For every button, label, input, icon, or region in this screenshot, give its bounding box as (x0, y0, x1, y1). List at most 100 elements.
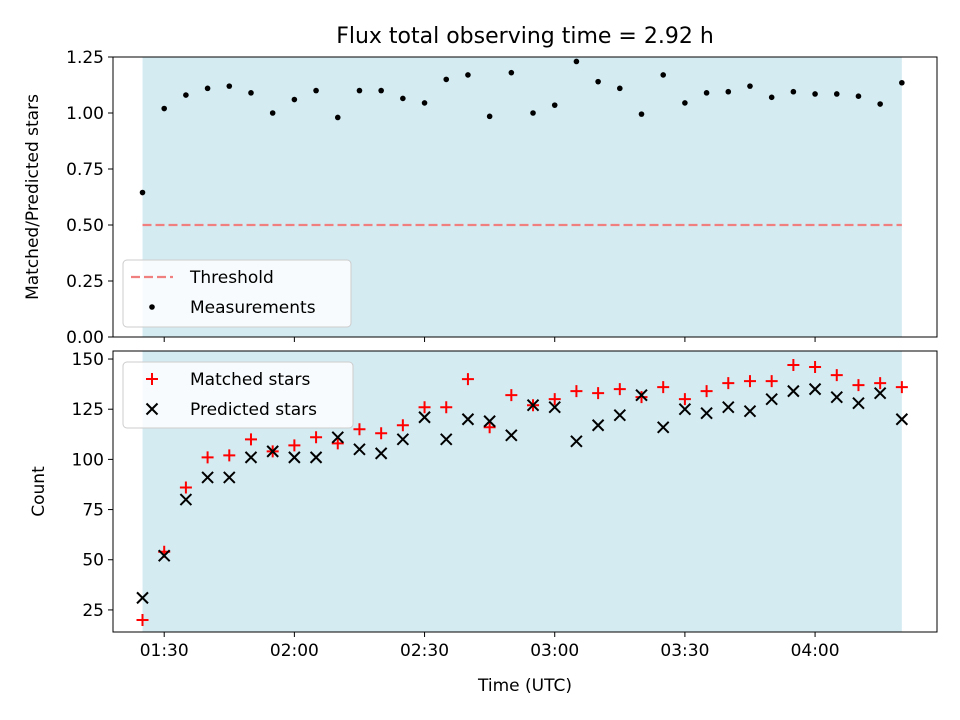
count-ytick-label: 75 (82, 501, 104, 521)
predicted-stars-point (808, 382, 822, 396)
measurement-point (790, 88, 797, 95)
matched-stars-point (830, 369, 843, 382)
count-ytick-label: 150 (72, 350, 104, 370)
measurement-point (573, 58, 580, 65)
predicted-stars-point (743, 405, 757, 418)
ratio-plot-area (139, 58, 905, 227)
measurement-point (161, 105, 168, 112)
measurement-point (291, 96, 298, 103)
chart-title: Flux total observing time = 2.92 h (336, 24, 714, 49)
measurement-point (334, 114, 341, 121)
matched-stars-point (396, 419, 409, 432)
matched-stars-point (331, 437, 344, 450)
ratio-ytick-label: 1.25 (66, 48, 104, 68)
count-xtick-label: 01:30 (140, 641, 189, 661)
matched-stars-point (592, 387, 605, 400)
predicted-stars-point (722, 400, 735, 414)
count-legend: Matched stars Predicted stars (122, 361, 354, 429)
measurement-point (226, 83, 233, 89)
measurement-point (747, 83, 753, 89)
matched-stars-point (179, 481, 192, 494)
measurement-point (313, 87, 319, 94)
count-xtick-label: 02:30 (400, 641, 449, 661)
predicted-stars-point (223, 471, 236, 484)
measurement-point (682, 100, 688, 106)
predicted-stars-point (418, 411, 431, 424)
predicted-stars-point (830, 390, 843, 404)
measurement-point (248, 90, 254, 96)
legend-matched-swatch (146, 373, 158, 385)
measurement-point (833, 91, 840, 97)
predicted-stars-point (591, 419, 605, 432)
matched-stars-point (765, 375, 778, 388)
matched-stars-point (223, 449, 236, 462)
matched-stars-point (874, 377, 887, 390)
count-xlabel: Time (UTC) (477, 676, 572, 696)
predicted-stars-point (678, 402, 692, 416)
measurement-point (356, 87, 363, 94)
predicted-stars-point (548, 400, 561, 414)
predicted-stars-point (157, 549, 171, 562)
measurement-point (378, 87, 384, 94)
measurement-point (269, 110, 276, 116)
count-panel: 25 50 75 100 125 150 01:30 02:00 02:30 03:00 03:30… (29, 350, 938, 696)
predicted-stars-point (787, 384, 800, 398)
matched-stars-point (852, 379, 865, 392)
predicted-stars-point (179, 493, 193, 506)
ratio-ytick-label: 0.75 (66, 160, 104, 180)
matched-stars-point (136, 613, 149, 626)
measurement-point (812, 91, 818, 97)
ratio-ytick-label: 0.25 (66, 272, 104, 292)
measurement-point (660, 72, 667, 78)
matched-stars-point (310, 431, 323, 444)
measurement-point (855, 93, 862, 99)
ratio-legend: Threshold Measurements (122, 259, 352, 328)
count-ytick-label: 125 (72, 400, 104, 420)
predicted-stars-point (396, 433, 410, 446)
measurement-point (465, 72, 471, 78)
measurement-point (508, 69, 515, 76)
predicted-stars-point (201, 471, 214, 484)
predicted-stars-point (656, 421, 670, 434)
measurement-point (486, 113, 493, 120)
matched-stars-point (678, 393, 691, 406)
measurement-point (400, 95, 406, 102)
matched-stars-point (613, 383, 626, 396)
legend-threshold-label: Threshold (189, 268, 274, 288)
predicted-stars-point (505, 429, 518, 442)
measurement-point (703, 90, 710, 96)
matched-stars-point (743, 375, 756, 388)
legend-measurements-label: Measurements (190, 298, 316, 318)
count-ytick-label: 50 (82, 551, 104, 571)
predicted-stars-point (136, 591, 149, 605)
matched-stars-point (548, 393, 561, 406)
matched-stars-point (244, 433, 257, 446)
measurement-point (204, 85, 211, 92)
matched-stars-point (353, 423, 366, 436)
measurement-point (183, 92, 189, 98)
matched-stars-point (809, 361, 822, 374)
measurement-point (638, 111, 645, 117)
predicted-stars-point (440, 433, 453, 446)
matched-stars-point (570, 385, 583, 398)
predicted-stars-point (483, 415, 496, 428)
predicted-stars-point (526, 398, 540, 412)
measurement-point (595, 78, 601, 85)
predicted-stars-point (765, 392, 778, 406)
matched-stars-point (483, 421, 496, 434)
matched-stars-point (657, 381, 670, 394)
ratio-ytick-label: 0.50 (66, 216, 104, 236)
predicted-stars-point (266, 445, 279, 458)
ratio-ytick-label: 1.00 (66, 104, 104, 124)
count-xtick-label: 03:00 (530, 641, 579, 661)
count-plot-area (136, 359, 909, 626)
legend-box (122, 259, 352, 328)
matched-stars-point (787, 359, 800, 372)
matched-stars-point (375, 427, 388, 440)
count-ylabel: Count (29, 466, 49, 517)
measurement-point (725, 88, 732, 95)
count-ytick-label: 25 (82, 601, 104, 621)
ratio-frame (112, 56, 938, 338)
matched-stars-point (201, 451, 214, 464)
